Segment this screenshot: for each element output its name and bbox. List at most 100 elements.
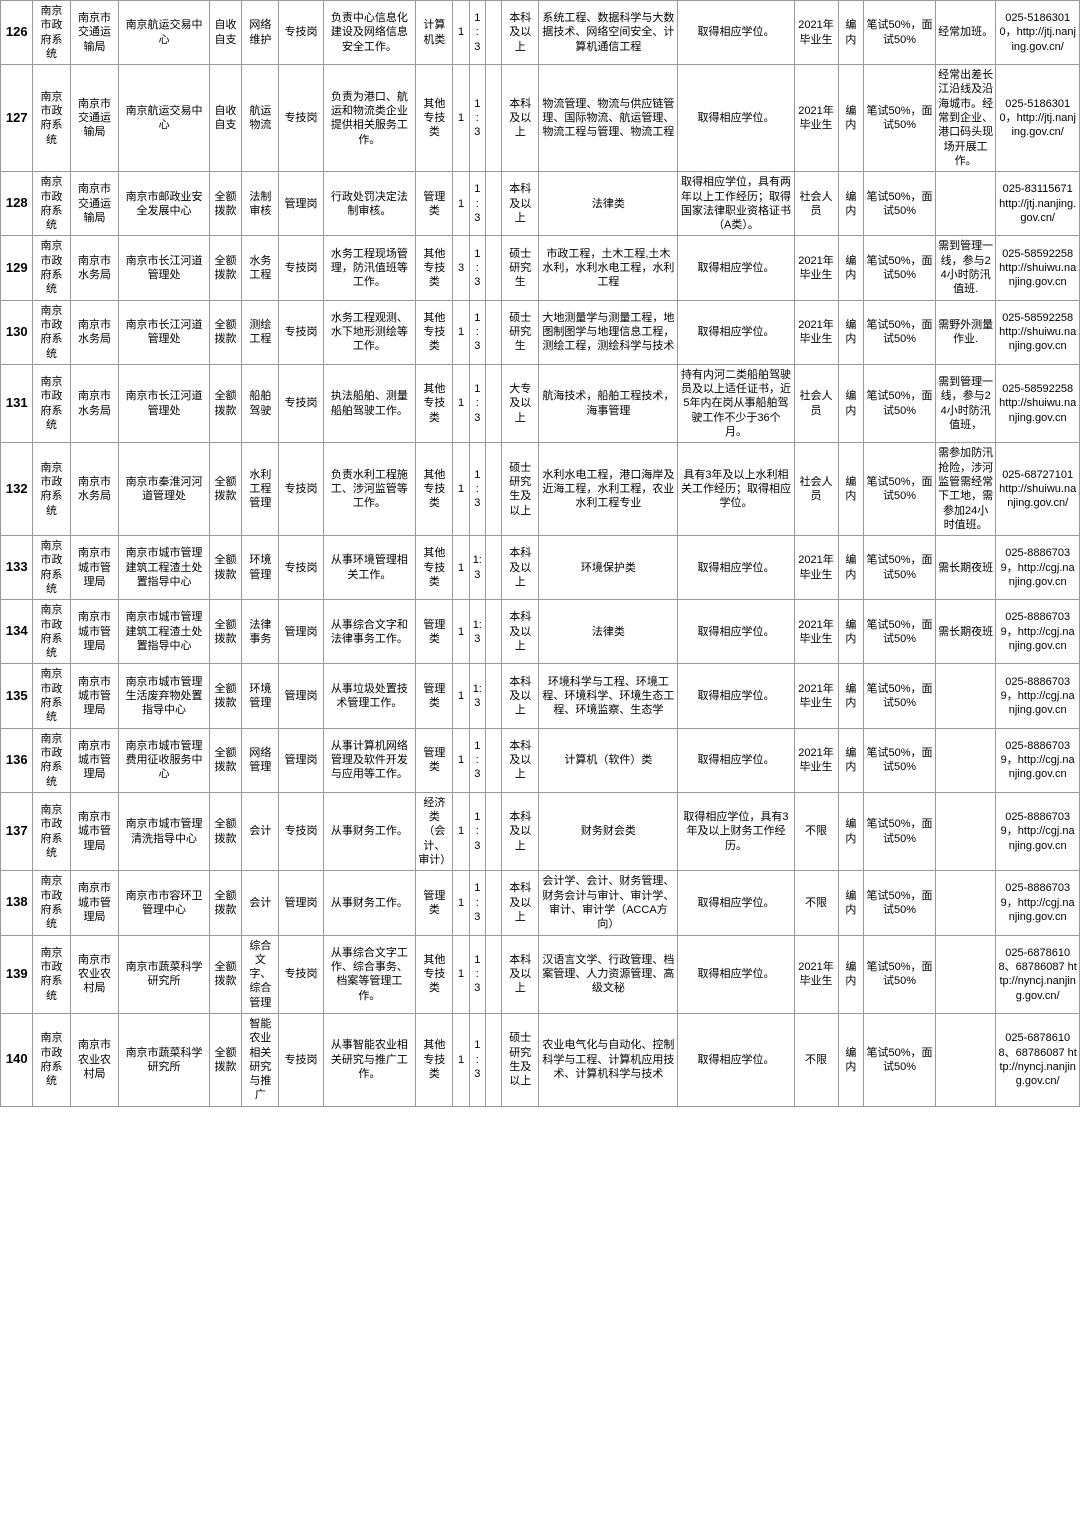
table-cell: 南京市城市管理清洗指导中心 [119,792,209,870]
table-cell: 1 [453,364,469,442]
table-row: 128南京市政府系统南京市交通运输局南京市邮政业安全发展中心全额拨款法制审核管理… [1,172,1080,236]
table-cell: 2021年毕业生 [794,664,838,728]
table-cell [485,935,501,1013]
table-cell: 2021年毕业生 [794,65,838,172]
table-cell: 1:3 [469,536,485,600]
table-cell: 需长期夜班 [936,536,996,600]
table-cell: 从事综合文字工作、综合事务、档案等管理工作。 [323,935,416,1013]
table-cell [485,792,501,870]
table-cell: 127 [1,65,33,172]
table-cell: 编内 [838,792,864,870]
table-cell [485,1014,501,1107]
table-cell: 025-88867039，http://cgj.nanjing.gov.cn [996,871,1080,935]
table-cell: 笔试50%，面试50% [864,300,936,364]
table-cell: 财务财会类 [539,792,678,870]
table-cell: 1 [453,172,469,236]
table-cell: 水务工程观测、水下地形测绘等工作。 [323,300,416,364]
table-cell: 专技岗 [279,65,323,172]
table-cell: 025-88867039，http://cgj.nanjing.gov.cn [996,792,1080,870]
table-cell: 网络维护 [242,1,279,65]
table-cell: 从事智能农业相关研究与推广工作。 [323,1014,416,1107]
table-cell: 南京市城市管理建筑工程渣土处置指导中心 [119,600,209,664]
table-cell: 编内 [838,728,864,792]
table-cell: 从事计算机网络管理及软件开发与应用等工作。 [323,728,416,792]
table-cell: 南京市邮政业安全发展中心 [119,172,209,236]
table-cell: 南京市秦淮河河道管理处 [119,443,209,536]
table-cell: 笔试50%，面试50% [864,536,936,600]
table-cell: 取得相应学位。 [678,536,794,600]
table-cell: 南京市城市管理局 [70,600,119,664]
table-cell: 全额拨款 [209,728,241,792]
table-row: 126南京市政府系统南京市交通运输局南京航运交易中心自收自支网络维护专技岗负责中… [1,1,1080,65]
table-cell: 取得相应学位，具有两年以上工作经历；取得国家法律职业资格证书（A类）。 [678,172,794,236]
table-cell: 笔试50%，面试50% [864,664,936,728]
table-cell: 南京市政府系统 [33,236,70,300]
table-cell: 管理类 [416,664,453,728]
table-cell: 本科及以上 [502,65,539,172]
table-cell: 自收自支 [209,1,241,65]
table-cell: 从事财务工作。 [323,792,416,870]
table-cell: 取得相应学位。 [678,236,794,300]
table-cell: 南京市政府系统 [33,443,70,536]
table-cell: 025-58592258 http://shuiwu.nanjing.gov.c… [996,364,1080,442]
table-cell [485,871,501,935]
table-cell: 137 [1,792,33,870]
table-cell: 2021年毕业生 [794,536,838,600]
table-cell: 3 [453,236,469,300]
table-cell: 法制审核 [242,172,279,236]
table-cell: 持有内河二类船舶驾驶员及以上适任证书，近5年内在岗从事船舶驾驶工作不少于36个月… [678,364,794,442]
table-cell: 水务工程现场管理，防汛值班等工作。 [323,236,416,300]
table-cell: 从事垃圾处置技术管理工作。 [323,664,416,728]
table-cell [485,65,501,172]
table-cell: 编内 [838,871,864,935]
table-cell: 全额拨款 [209,664,241,728]
table-cell: 会计 [242,792,279,870]
table-row: 132南京市政府系统南京市水务局南京市秦淮河河道管理处全额拨款水利工程管理专技岗… [1,443,1080,536]
table-cell: 南京航运交易中心 [119,65,209,172]
table-cell: 专技岗 [279,443,323,536]
table-cell: 水利水电工程，港口海岸及近海工程，水利工程，农业水利工程专业 [539,443,678,536]
recruitment-table: 126南京市政府系统南京市交通运输局南京航运交易中心自收自支网络维护专技岗负责中… [0,0,1080,1107]
table-cell: 025-51863010，http://jtj.nanjing.gov.cn/ [996,65,1080,172]
table-cell: 经常加班。 [936,1,996,65]
table-cell: 025-68727101 http://shuiwu.nanjing.gov.c… [996,443,1080,536]
table-cell: 行政处罚决定法制审核。 [323,172,416,236]
table-cell: 其他专技类 [416,443,453,536]
table-cell: 自收自支 [209,65,241,172]
table-cell: 133 [1,536,33,600]
table-cell: 南京市政府系统 [33,300,70,364]
table-cell: 南京市城市管理局 [70,871,119,935]
table-cell: 1 [453,300,469,364]
table-cell: 硕士研究生 [502,236,539,300]
table-cell [485,236,501,300]
table-cell: 其他专技类 [416,364,453,442]
table-row: 136南京市政府系统南京市城市管理局南京市城市管理费用征收服务中心全额拨款网络管… [1,728,1080,792]
table-cell: 取得相应学位，具有3年及以上财务工作经历。 [678,792,794,870]
table-cell: 南京市城市管理建筑工程渣土处置指导中心 [119,536,209,600]
table-cell: 2021年毕业生 [794,935,838,1013]
table-cell: 1 : 3 [469,300,485,364]
table-cell: 本科及以上 [502,664,539,728]
table-cell: 025-58592258 http://shuiwu.nanjing.gov.c… [996,236,1080,300]
table-cell: 2021年毕业生 [794,300,838,364]
table-cell: 本科及以上 [502,935,539,1013]
table-row: 139南京市政府系统南京市农业农村局南京市蔬菜科学研究所全额拨款综合文字、综合管… [1,935,1080,1013]
table-cell: 取得相应学位。 [678,871,794,935]
table-cell: 全额拨款 [209,172,241,236]
table-cell [485,443,501,536]
table-cell: 专技岗 [279,792,323,870]
table-cell: 管理岗 [279,172,323,236]
table-cell: 138 [1,871,33,935]
table-cell: 笔试50%，面试50% [864,1,936,65]
table-cell: 经常出差长江沿线及沿海城市。经常到企业、港口码头现场开展工作。 [936,65,996,172]
table-cell: 航海技术，船舶工程技术，海事管理 [539,364,678,442]
table-cell: 南京市长江河道管理处 [119,300,209,364]
table-cell: 132 [1,443,33,536]
table-cell: 南京市政府系统 [33,728,70,792]
table-row: 134南京市政府系统南京市城市管理局南京市城市管理建筑工程渣土处置指导中心全额拨… [1,600,1080,664]
table-cell: 航运物流 [242,65,279,172]
table-cell: 南京市水务局 [70,300,119,364]
table-cell: 其他专技类 [416,236,453,300]
table-cell: 专技岗 [279,1014,323,1107]
table-cell: 笔试50%，面试50% [864,871,936,935]
